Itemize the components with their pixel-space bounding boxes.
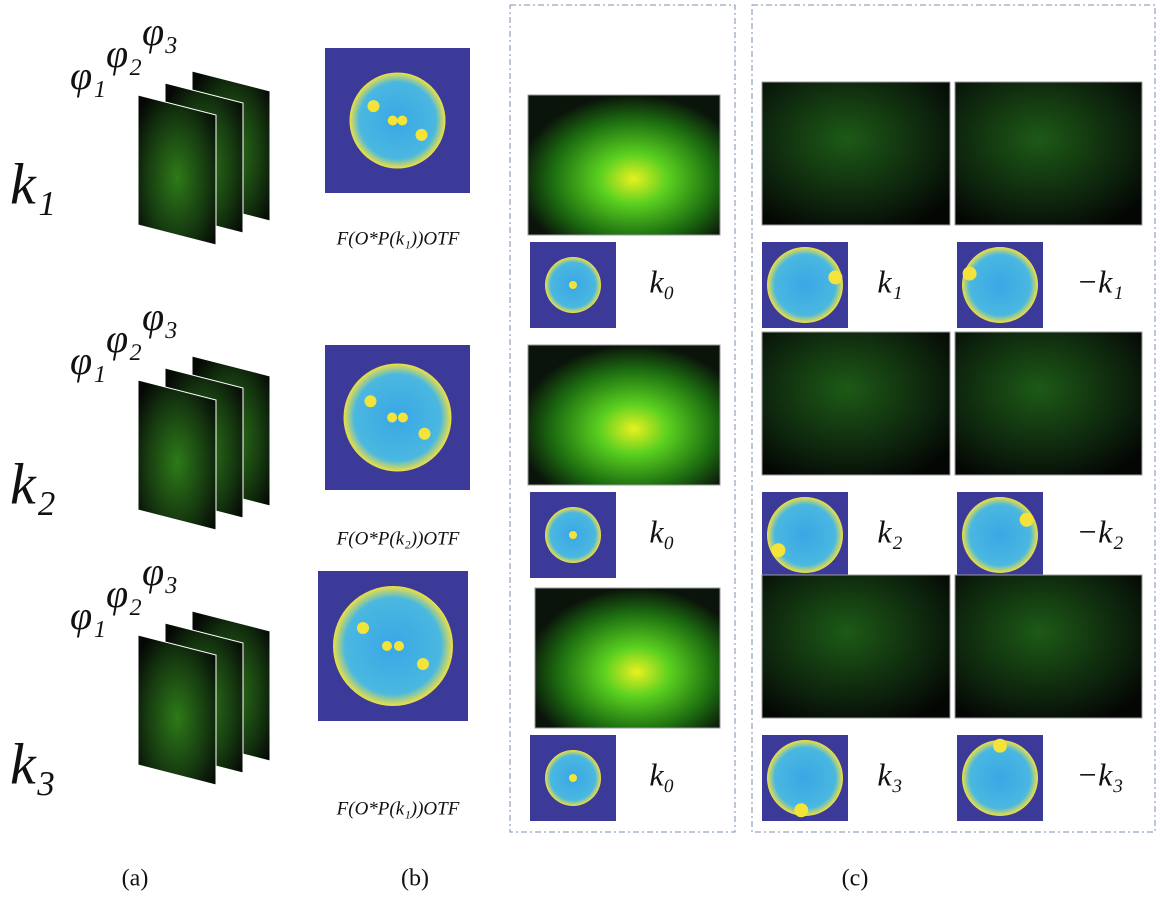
phase-label: φ₂	[106, 571, 142, 616]
spectrum-disc	[767, 247, 843, 323]
plus-label: k₁	[877, 263, 902, 299]
minus-label: −k₂	[1077, 513, 1124, 549]
spectrum-peak	[388, 116, 398, 126]
phase-label: φ₁	[70, 593, 106, 638]
spectrum-peak	[828, 270, 842, 284]
microscopy-image	[535, 588, 720, 728]
phase-label: φ₃	[142, 549, 178, 594]
phase-label: φ₂	[106, 316, 142, 361]
k-label: k₃	[10, 731, 56, 796]
spectrum-peak	[387, 413, 397, 423]
phase-label: φ₃	[142, 9, 178, 54]
plus-label: k₂	[877, 513, 902, 549]
spectrum-peak	[417, 658, 429, 670]
spectrum-peak	[365, 395, 377, 407]
spectrum-peak	[397, 116, 407, 126]
phase-label: φ₁	[70, 53, 106, 98]
spectrum-peak	[993, 739, 1007, 753]
formula: F(O*P(k₂))OTF	[336, 528, 460, 549]
phase-frame	[138, 95, 216, 245]
k-label: k₁	[10, 151, 56, 216]
spectrum-peak	[771, 543, 785, 557]
spectrum-disc	[333, 586, 453, 706]
spectrum-peak	[357, 622, 369, 634]
spectrum-disc	[962, 247, 1038, 323]
microscopy-image	[528, 95, 720, 235]
figure: φ₁φ₂φ₃k₁F(O*P(k₁))OTFk₀k₁−k₁φ₁φ₂φ₃k₂F(O*…	[0, 0, 1161, 899]
microscopy-image	[762, 82, 950, 225]
microscopy-image	[762, 575, 950, 718]
caption: (a)	[122, 866, 149, 892]
phase-label: φ₂	[106, 31, 142, 76]
formula: F(O*P(k₁))OTF	[336, 228, 460, 249]
microscopy-image	[955, 82, 1142, 225]
spectrum-peak	[368, 100, 380, 112]
center-label: k₀	[649, 756, 674, 792]
phase-frame	[138, 380, 216, 530]
microscopy-image	[528, 345, 720, 485]
minus-label: −k₃	[1077, 756, 1124, 792]
spectrum-peak	[569, 774, 577, 782]
spectrum-peak	[419, 428, 431, 440]
formula: F(O*P(k₁))OTF	[336, 798, 460, 819]
plus-label: k₃	[877, 756, 902, 792]
microscopy-image	[955, 332, 1142, 475]
center-label: k₀	[649, 263, 674, 299]
spectrum-disc	[344, 364, 452, 472]
spectrum-peak	[569, 531, 577, 539]
spectrum-peak	[794, 803, 808, 817]
microscopy-image	[762, 332, 950, 475]
phase-label: φ₁	[70, 338, 106, 383]
spectrum-peak	[963, 267, 977, 281]
phase-label: φ₃	[142, 294, 178, 339]
spectrum-peak	[398, 413, 408, 423]
spectrum-peak	[1020, 513, 1034, 527]
k-label: k₂	[10, 451, 56, 516]
phase-frame	[138, 635, 216, 785]
spectrum-disc	[962, 497, 1038, 573]
spectrum-disc	[767, 497, 843, 573]
spectrum-peak	[569, 281, 577, 289]
microscopy-image	[955, 575, 1142, 718]
caption: (c)	[842, 866, 869, 892]
caption: (b)	[401, 866, 429, 892]
spectrum-peak	[394, 641, 404, 651]
spectrum-peak	[416, 129, 428, 141]
center-label: k₀	[649, 513, 674, 549]
spectrum-peak	[382, 641, 392, 651]
minus-label: −k₁	[1077, 263, 1124, 299]
